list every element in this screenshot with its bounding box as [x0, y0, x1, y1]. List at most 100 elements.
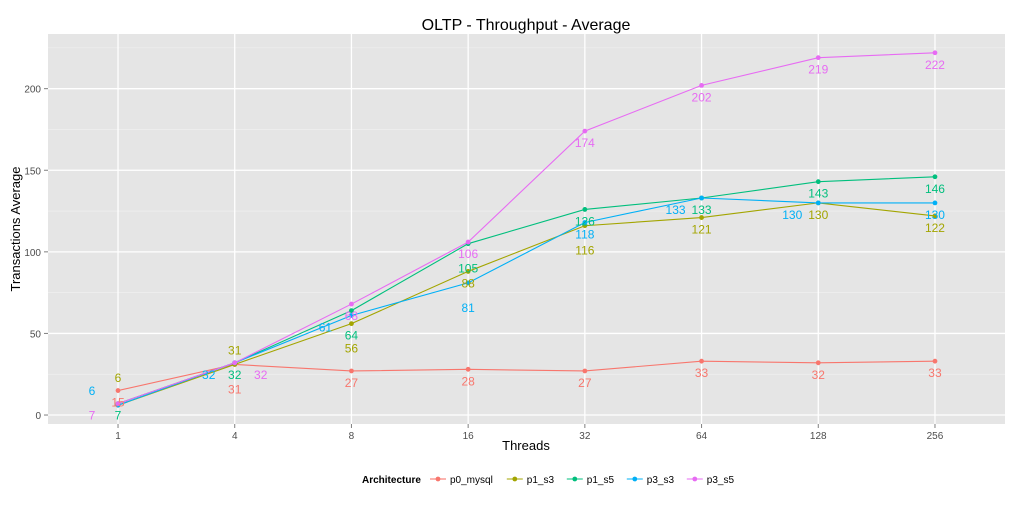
- data-label-p1_s3: 122: [925, 221, 945, 235]
- data-label-p1_s3: 121: [692, 223, 712, 237]
- data-label-p3_s5: 219: [808, 63, 828, 77]
- data-point-p3_s5: [932, 50, 938, 56]
- data-label-p0_mysql: 15: [111, 396, 125, 410]
- legend-label: p3_s5: [707, 475, 735, 486]
- data-label-p1_s5: 126: [575, 214, 595, 228]
- data-label-p0_mysql: 28: [461, 374, 475, 388]
- data-label-p0_mysql: 27: [345, 376, 359, 390]
- data-point-p1_s5: [582, 207, 588, 212]
- data-point-p3_s3: [465, 280, 471, 286]
- legend-label: p0_mysql: [450, 475, 493, 486]
- data-point-p1_s5: [932, 174, 938, 180]
- data-point-p1_s5: [349, 308, 354, 313]
- legend-key-point: [512, 476, 518, 482]
- series-line-p0_mysql: [117, 360, 935, 392]
- data-point-p0_mysql: [349, 368, 354, 374]
- data-point-p3_s5: [232, 360, 238, 366]
- legend-key-point: [572, 476, 578, 482]
- series-line-p1_s3: [117, 202, 936, 406]
- x-tick-label: 4: [232, 431, 238, 442]
- data-point-p3_s5: [815, 55, 821, 61]
- data-point-p0_mysql: [932, 358, 938, 364]
- y-tick-label: 200: [24, 85, 41, 96]
- data-label-p3_s5: 32: [254, 368, 268, 382]
- data-point-p1_s3: [465, 269, 471, 274]
- data-label-p1_s5: 64: [345, 329, 359, 343]
- data-point-p3_s3: [932, 200, 938, 206]
- data-label-p3_s3: 6: [89, 384, 96, 398]
- data-label-p0_mysql: 33: [928, 366, 942, 380]
- data-point-p3_s3: [582, 220, 588, 225]
- data-point-p3_s5: [582, 128, 588, 134]
- x-tick-label: 16: [463, 431, 475, 442]
- data-label-p3_s5: 202: [692, 90, 712, 104]
- data-label-p3_s5: 7: [89, 409, 96, 423]
- data-label-p3_s3: 81: [461, 301, 475, 315]
- x-tick-label: 128: [810, 431, 827, 442]
- data-label-p1_s5: 146: [925, 182, 945, 196]
- data-point-p1_s3: [932, 213, 938, 219]
- data-label-p3_s3: 61: [319, 320, 333, 334]
- data-label-p3_s5: 222: [925, 58, 945, 72]
- legend-key-point: [632, 476, 638, 482]
- data-label-p3_s3: 130: [782, 208, 802, 222]
- data-label-p3_s5: 68: [345, 309, 359, 323]
- plot-panel: [48, 34, 1005, 424]
- data-label-p1_s5: 105: [458, 262, 478, 276]
- data-point-p1_s3: [699, 215, 704, 220]
- legend-item-p1_s3: p1_s3: [506, 475, 554, 486]
- x-tick-label: 64: [696, 431, 708, 442]
- data-label-p3_s3: 133: [666, 203, 686, 217]
- legend-item-p3_s3: p3_s3: [626, 475, 675, 486]
- data-label-p0_mysql: 31: [228, 382, 242, 396]
- data-point-p0_mysql: [582, 368, 588, 374]
- data-label-p1_s5: 7: [115, 409, 122, 423]
- data-label-p3_s3: 130: [925, 208, 945, 222]
- data-label-p1_s5: 133: [692, 203, 712, 217]
- y-tick-label: 50: [30, 329, 42, 340]
- data-point-p3_s3: [815, 200, 821, 206]
- legend-key-point: [435, 476, 441, 482]
- legend-key-point: [692, 476, 698, 482]
- data-label-p1_s3: 116: [575, 244, 594, 258]
- data-point-p1_s5: [815, 179, 821, 185]
- data-point-p3_s5: [115, 401, 121, 407]
- data-label-p0_mysql: 27: [578, 376, 592, 390]
- x-tick-label: 32: [579, 431, 591, 442]
- data-point-p0_mysql: [699, 358, 704, 364]
- legend-item-p1_s5: p1_s5: [566, 475, 614, 486]
- x-tick-label: 256: [927, 431, 944, 442]
- data-label-p3_s5: 174: [575, 136, 595, 150]
- x-tick-label: 8: [349, 431, 355, 442]
- legend-title: Architecture: [362, 475, 421, 486]
- data-point-p3_s3: [349, 313, 354, 318]
- data-point-p3_s5: [699, 83, 704, 88]
- legend: Architecture p0_mysql p1_s3 p1_s5 p3_s3 p3_s…: [362, 475, 734, 486]
- data-label-p3_s5: 106: [458, 247, 478, 261]
- y-tick-label: 100: [24, 248, 41, 259]
- y-tick-label: 150: [24, 166, 41, 177]
- data-label-p1_s3: 31: [228, 343, 242, 357]
- data-point-p3_s5: [465, 239, 471, 245]
- data-label-p0_mysql: 32: [812, 368, 826, 382]
- y-axis-label: Transactions Average: [8, 166, 23, 291]
- series-line-p1_s5: [117, 176, 935, 405]
- x-tick-label: 1: [115, 431, 121, 442]
- chart-title: OLTP - Throughput - Average: [422, 17, 631, 34]
- legend-label: p3_s3: [647, 475, 675, 486]
- y-tick-label: 0: [35, 411, 41, 422]
- series-line-p3_s5: [117, 52, 935, 405]
- data-point-p0_mysql: [815, 360, 821, 366]
- data-label-p1_s5: 143: [808, 187, 828, 201]
- data-label-p1_s5: 32: [228, 368, 242, 382]
- legend-item-p0_mysql: p0_mysql: [430, 475, 493, 486]
- data-label-p3_s3: 32: [202, 368, 216, 382]
- data-label-p1_s3: 56: [345, 342, 359, 356]
- legend-item-p3_s5: p3_s5: [686, 475, 735, 486]
- data-label-p1_s3: 130: [808, 208, 828, 222]
- data-point-p3_s3: [699, 195, 704, 201]
- x-axis-label: Threads: [502, 438, 550, 453]
- series-line-p3_s3: [117, 197, 935, 406]
- data-point-p1_s3: [349, 321, 354, 327]
